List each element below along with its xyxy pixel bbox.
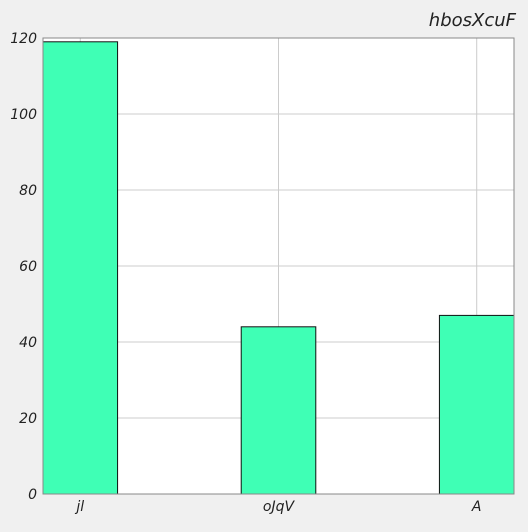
y-tick-label: 100 [10, 107, 37, 123]
x-tick-label: A [471, 499, 482, 515]
y-tick-label: 20 [19, 411, 37, 427]
y-tick-label: 80 [19, 183, 37, 199]
y-tick-label: 120 [10, 31, 37, 47]
bar-A [438, 314, 515, 495]
y-tick-label: 0 [28, 487, 37, 503]
y-tick-label: 60 [19, 259, 37, 275]
bar-oJqV [240, 326, 317, 495]
x-tick-label: oJqV [263, 499, 296, 515]
plot-frame [42, 37, 515, 495]
bar-jl [42, 41, 119, 495]
y-tick-label: 40 [19, 335, 37, 351]
chart-title: hbosXcuF [428, 10, 516, 31]
x-tick-label: jl [74, 499, 84, 515]
